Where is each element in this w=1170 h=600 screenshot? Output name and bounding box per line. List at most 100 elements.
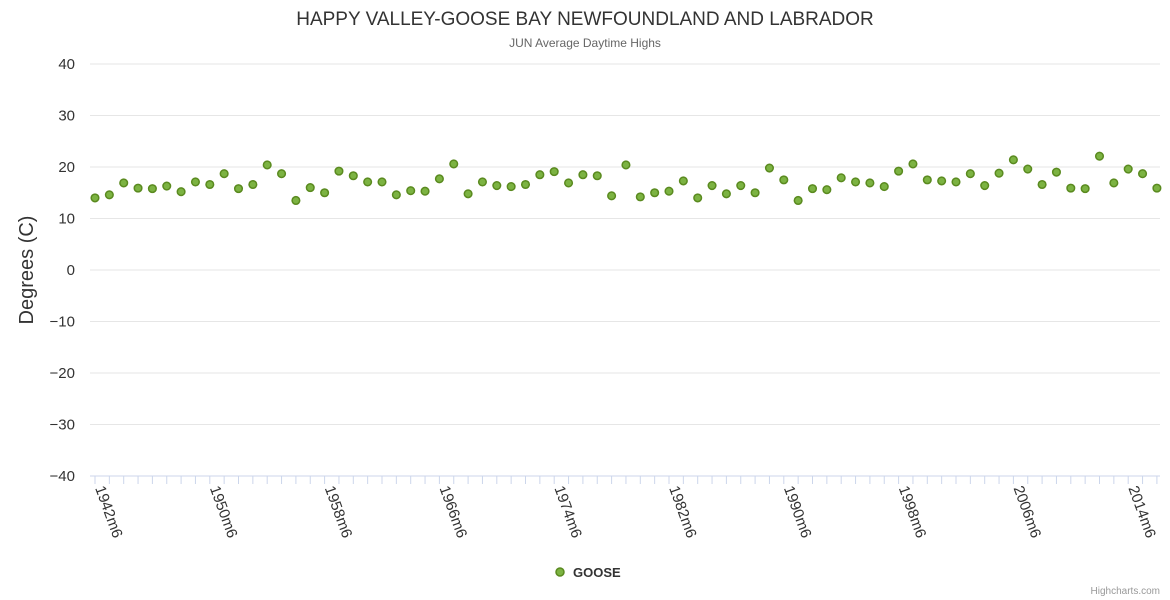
y-tick-label: −40 [50,468,75,485]
data-point[interactable] [650,188,660,198]
data-point[interactable] [1123,164,1133,174]
data-point[interactable] [1094,151,1105,161]
data-point[interactable] [965,169,975,179]
data-point[interactable] [277,169,287,179]
data-point[interactable] [1051,167,1061,177]
data-point[interactable] [908,159,918,169]
series-goose[interactable] [90,151,1162,206]
data-point[interactable] [492,180,502,191]
data-point[interactable] [248,179,258,190]
x-tick-label: 1990m6 [780,484,815,541]
legend[interactable]: GOOSE [555,565,621,580]
data-point[interactable] [851,177,861,187]
data-point[interactable] [262,160,272,170]
data-point[interactable] [434,174,444,184]
y-axis: 40 30 20 10 0 −10 −20 −30 −40 [50,56,75,485]
data-point[interactable] [779,175,789,185]
data-point[interactable] [707,180,717,191]
data-point[interactable] [980,180,990,191]
data-point[interactable] [520,179,531,190]
x-tick-label: 1966m6 [436,484,471,541]
x-tick-label: 1998m6 [895,484,930,541]
data-point[interactable] [607,191,617,201]
data-point[interactable] [750,188,760,198]
data-point[interactable] [219,169,229,179]
data-point[interactable] [865,178,875,188]
data-point[interactable] [162,181,172,191]
data-point[interactable] [133,183,143,193]
data-point[interactable] [937,176,947,186]
data-point[interactable] [564,178,574,188]
data-point[interactable] [90,193,100,203]
x-tick-label: 1950m6 [206,484,241,541]
data-point[interactable] [363,177,373,187]
y-tick-label: 40 [58,56,75,73]
data-point[interactable] [190,177,200,187]
data-point[interactable] [391,190,401,200]
data-point[interactable] [477,177,488,187]
data-point[interactable] [1066,183,1076,193]
data-point[interactable] [1109,178,1119,188]
data-point[interactable] [1138,169,1148,179]
data-point[interactable] [922,175,932,185]
data-point[interactable] [233,184,244,194]
data-point[interactable] [463,189,473,199]
y-tick-label: 20 [58,159,75,176]
x-tick-label: 1942m6 [91,484,126,541]
data-point[interactable] [549,167,559,177]
data-point[interactable] [348,171,358,181]
data-point[interactable] [736,180,746,191]
y-tick-label: 10 [58,211,75,228]
grid-lines [90,63,1160,477]
legend-item-goose[interactable]: GOOSE [573,565,621,580]
data-point[interactable] [578,170,588,180]
y-axis-title: Degrees (C) [16,216,38,325]
data-point[interactable] [951,177,961,187]
data-point[interactable] [807,184,818,194]
data-point[interactable] [305,183,315,193]
y-tick-label: −20 [50,365,75,382]
data-point[interactable] [449,159,459,169]
data-point[interactable] [291,195,301,206]
data-point[interactable] [119,178,129,188]
data-point[interactable] [334,166,344,176]
data-point[interactable] [693,193,703,203]
data-point[interactable] [822,185,832,195]
data-point[interactable] [592,171,602,181]
data-point[interactable] [836,173,846,183]
data-point[interactable] [994,168,1004,178]
data-point[interactable] [721,189,731,199]
data-point[interactable] [535,170,545,180]
x-tick-label: 2006m6 [1010,484,1045,541]
data-point[interactable] [1037,179,1047,190]
data-point[interactable] [1080,184,1090,194]
legend-marker [555,567,565,577]
data-point[interactable] [635,192,645,202]
data-point[interactable] [664,186,674,196]
data-point[interactable] [406,186,416,196]
data-point[interactable] [1023,164,1033,174]
data-point[interactable] [1152,183,1162,193]
credits-link[interactable]: Highcharts.com [1091,586,1160,597]
y-tick-label: 30 [58,108,75,125]
data-point[interactable] [764,163,775,173]
data-point[interactable] [176,187,186,197]
data-point[interactable] [147,184,157,194]
data-point[interactable] [104,190,114,200]
data-point[interactable] [621,160,631,170]
data-point[interactable] [377,177,387,187]
data-point[interactable] [793,195,803,206]
data-point[interactable] [205,179,215,190]
y-tick-label: −30 [50,417,75,434]
data-point[interactable] [320,188,330,198]
x-tick-label: 1958m6 [321,484,356,541]
x-tick-label: 2014m6 [1124,484,1159,541]
data-point[interactable] [894,166,904,176]
data-point[interactable] [420,186,430,196]
y-tick-label: −10 [50,314,75,331]
data-point[interactable] [506,182,516,192]
data-point[interactable] [1008,155,1018,165]
data-point[interactable] [879,182,889,192]
data-point[interactable] [678,176,688,186]
